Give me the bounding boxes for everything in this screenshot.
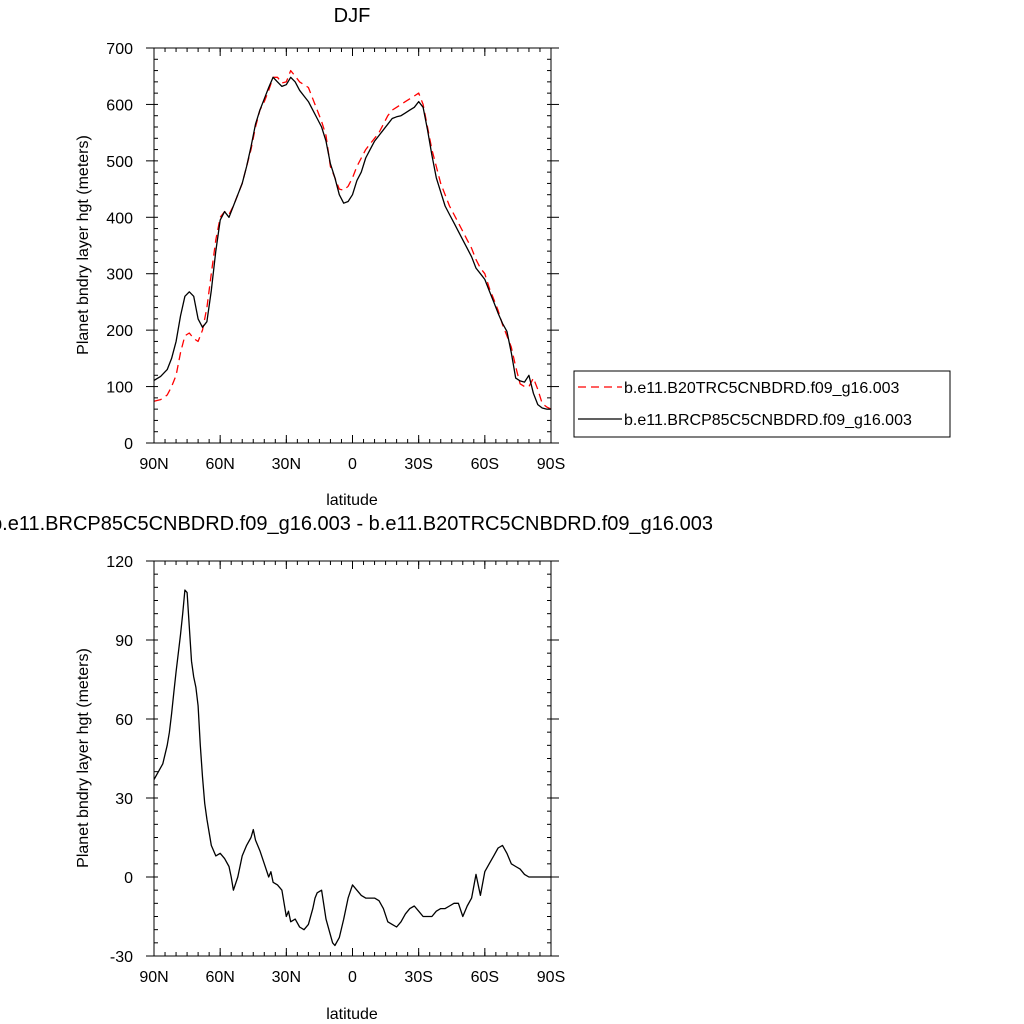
top-x-tick-label: 30N <box>272 456 301 473</box>
bottom-x-tick-label: 90S <box>537 969 565 986</box>
bottom-y-tick-label: 0 <box>124 870 133 887</box>
bottom-y-tick-label: 30 <box>115 791 133 808</box>
top-y-tick-label: 400 <box>106 210 133 227</box>
bottom-x-tick-label: 60N <box>205 969 234 986</box>
bottom-y-tick-label: 60 <box>115 712 133 729</box>
top-y-tick-label: 100 <box>106 380 133 397</box>
top-chart-xlabel: latitude <box>326 492 378 509</box>
top-x-tick-label: 30S <box>404 456 432 473</box>
top-y-tick-label: 700 <box>106 41 133 58</box>
top-y-tick-label: 200 <box>106 323 133 340</box>
top-x-tick-label: 0 <box>348 456 357 473</box>
top-y-tick-label: 500 <box>106 154 133 171</box>
bottom-chart-title: b.e11.BRCP85C5CNBDRD.f09_g16.003 - b.e11… <box>0 513 713 535</box>
legend: b.e11.B20TRC5CNBDRD.f09_g16.003 b.e11.BR… <box>573 370 951 438</box>
top-chart: DJF 90N 60N 30N 0 30S 60S 90S 0 100 200 300 400 500 6… <box>75 5 565 509</box>
bottom-x-tick-label: 30S <box>404 969 432 986</box>
top-x-tick-label: 60N <box>205 456 234 473</box>
bottom-chart-ylabel: Planet bndry layer hgt (meters) <box>75 648 92 868</box>
bottom-x-tick-label: 90N <box>139 969 168 986</box>
top-plot-frame <box>153 47 552 444</box>
bottom-y-tick-label: 120 <box>106 554 133 571</box>
top-series-line-1 <box>153 76 551 410</box>
bottom-x-tick-label: 60S <box>471 969 499 986</box>
top-y-tick-label: 300 <box>106 267 133 284</box>
bottom-y-tick-label: 90 <box>115 633 133 650</box>
bottom-chart-xlabel: latitude <box>326 1006 378 1023</box>
top-y-tick-label: 0 <box>124 436 133 453</box>
bottom-y-tick-label: -30 <box>110 949 133 966</box>
legend-box <box>573 370 951 438</box>
bottom-chart: b.e11.BRCP85C5CNBDRD.f09_g16.003 - b.e11… <box>0 513 713 1023</box>
top-chart-ylabel: Planet bndry layer hgt (meters) <box>75 135 92 355</box>
top-x-tick-label: 90S <box>537 456 565 473</box>
top-x-tick-label: 90N <box>139 456 168 473</box>
bottom-series-line-0 <box>153 589 551 947</box>
bottom-plot-frame <box>153 560 552 957</box>
bottom-x-tick-label: 30N <box>272 969 301 986</box>
top-x-tick-label: 60S <box>471 456 499 473</box>
legend-label-historical: b.e11.B20TRC5CNBDRD.f09_g16.003 <box>624 380 900 397</box>
bottom-x-tick-label: 0 <box>348 969 357 986</box>
top-series-line-0 <box>153 69 552 410</box>
top-chart-title: DJF <box>334 5 371 27</box>
legend-label-rcp85: b.e11.BRCP85C5CNBDRD.f09_g16.003 <box>624 412 912 429</box>
top-y-tick-label: 600 <box>106 97 133 114</box>
